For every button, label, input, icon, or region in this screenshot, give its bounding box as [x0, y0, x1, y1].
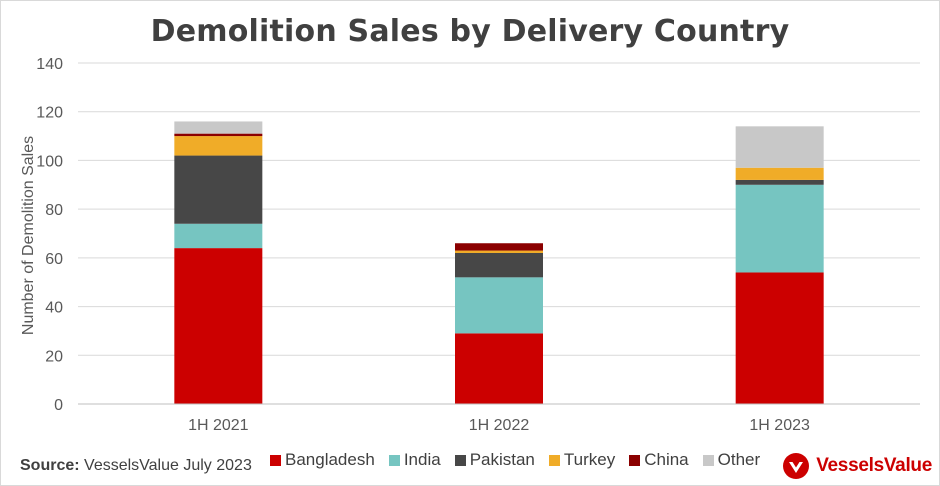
legend-item-turkey: Turkey: [548, 450, 616, 470]
x-tick-label: 1H 2022: [469, 417, 530, 434]
y-axis-title: Number of Demolition Sales: [20, 136, 37, 335]
source-note: Source: VesselsValue July 2023: [20, 457, 252, 475]
chart-title: Demolition Sales by Delivery Country: [150, 14, 790, 49]
bar-segment-india: [735, 184, 824, 273]
legend-item-india: India: [388, 450, 441, 470]
legend-swatch: [629, 454, 641, 466]
bar-segment-china: [174, 133, 263, 137]
bar-segment-pakistan: [735, 179, 824, 185]
legend-label: Turkey: [563, 450, 616, 469]
bar-segment-other: [735, 126, 824, 168]
source-label: Source:: [20, 457, 80, 474]
bar-segment-bangladesh: [735, 272, 824, 404]
legend-item-china: China: [629, 450, 689, 470]
logo-mark-icon: [783, 453, 810, 479]
y-tick-label: 140: [36, 56, 63, 73]
vesselsvalue-logo: VesselsValue: [782, 452, 932, 480]
y-tick-label: 0: [54, 397, 63, 414]
source-text: VesselsValue July 2023: [84, 457, 252, 474]
bar-segment-other: [174, 121, 263, 134]
bar-segment-bangladesh: [455, 333, 543, 404]
y-tick-label: 20: [45, 348, 63, 365]
bar-segment-india: [455, 277, 543, 334]
legend-item-other: Other: [702, 450, 761, 470]
legend-item-bangladesh: Bangladesh: [270, 450, 375, 470]
legend-item-pakistan: Pakistan: [454, 450, 535, 470]
legend-label: Bangladesh: [285, 450, 375, 469]
legend-swatch: [454, 454, 466, 466]
legend-label: Other: [717, 450, 761, 469]
legend-swatch: [702, 454, 714, 466]
bar-segment-pakistan: [174, 155, 263, 224]
chart-legend: Bangladesh India Pakistan Turkey China Other: [270, 450, 760, 470]
bar-segment-india: [174, 223, 263, 249]
bar-segment-china: [455, 243, 543, 251]
legend-swatch: [270, 454, 281, 466]
legend-label: Pakistan: [469, 450, 535, 469]
legend-label: India: [403, 450, 441, 469]
bar-segment-bangladesh: [174, 248, 263, 404]
legend-swatch: [388, 454, 400, 466]
x-tick-label: 1H 2023: [749, 417, 810, 434]
y-tick-label: 100: [36, 153, 63, 170]
logo-text: VesselsValue: [816, 455, 932, 476]
bar-segment-turkey: [455, 250, 543, 253]
x-tick-label: 1H 2021: [188, 417, 249, 434]
bar-segment-turkey: [735, 167, 824, 180]
y-tick-label: 120: [36, 105, 63, 122]
y-tick-label: 60: [45, 251, 63, 268]
bar-segment-pakistan: [455, 252, 543, 278]
legend-label: China: [644, 450, 689, 469]
y-tick-label: 40: [45, 300, 63, 317]
y-tick-label: 80: [45, 202, 63, 219]
legend-swatch: [548, 454, 560, 466]
bar-segment-turkey: [174, 136, 263, 156]
